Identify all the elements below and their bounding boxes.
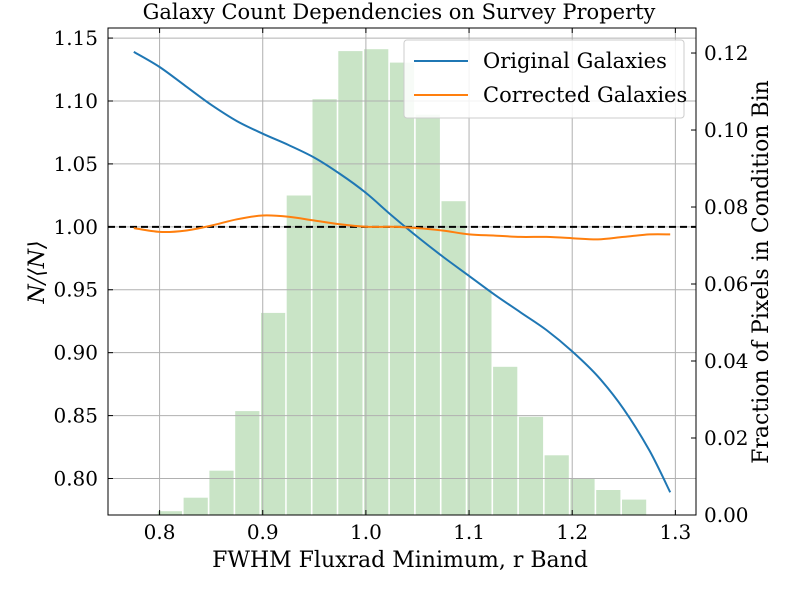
x-tick-label: 0.8 xyxy=(144,520,176,544)
histogram-bar xyxy=(570,478,595,515)
legend-entry-label: Corrected Galaxies xyxy=(483,83,687,107)
x-tick-label: 1.2 xyxy=(556,520,588,544)
y2-tick-label: 0.10 xyxy=(704,118,749,142)
x-tick-label: 1.3 xyxy=(659,520,691,544)
histogram-bar xyxy=(544,455,569,515)
chart-title: Galaxy Count Dependencies on Survey Prop… xyxy=(143,0,656,24)
histogram-bar xyxy=(493,366,518,515)
y2-tick-label: 0.06 xyxy=(704,272,749,296)
y2-axis-label: Fraction of Pixels in Condition Bin xyxy=(749,80,774,464)
y-tick-label: 1.05 xyxy=(53,152,98,176)
histogram-bar xyxy=(209,470,234,515)
legend: Original Galaxies Corrected Galaxies xyxy=(403,39,687,119)
histogram-bar xyxy=(389,62,415,515)
series-line-corrected xyxy=(133,214,671,241)
x-tick-label: 0.9 xyxy=(247,520,279,544)
x-tick-label: 1.0 xyxy=(350,520,382,544)
histogram-bar xyxy=(312,99,337,515)
legend-box xyxy=(403,39,685,119)
y2-tick-label: 0.12 xyxy=(704,41,749,65)
y2-tick-label: 0.08 xyxy=(704,195,749,219)
histogram-bar xyxy=(235,411,260,515)
y-tick-label: 0.95 xyxy=(53,278,98,302)
axes xyxy=(107,27,697,516)
histogram-bar xyxy=(467,289,492,515)
histogram-bar xyxy=(622,499,647,515)
histogram-bar xyxy=(338,51,363,515)
histogram-bar xyxy=(596,490,621,515)
series-group xyxy=(133,51,672,493)
plot-frame xyxy=(107,27,697,516)
y2-tick-label: 0.02 xyxy=(704,426,749,450)
histogram-bar xyxy=(415,114,440,515)
legend-entry-label: Original Galaxies xyxy=(483,49,667,73)
histogram-bar xyxy=(261,312,286,515)
y-tick-label: 1.15 xyxy=(53,26,98,50)
histogram-bar xyxy=(518,416,544,515)
y-tick-label: 0.80 xyxy=(53,467,98,491)
histogram xyxy=(157,49,647,515)
y-tick-label: 0.85 xyxy=(53,404,98,428)
y2-tick-label: 0.04 xyxy=(704,349,749,373)
histogram-bar xyxy=(364,49,389,515)
x-axis-label: FWHM Fluxrad Minimum, r Band xyxy=(212,548,588,573)
tick-labels: 0.8 0.9 1.0 1.1 1.2 1.3 0.80 0.85 0.90 0.95 1.00 1.… xyxy=(53,26,748,544)
y-tick-label: 1.10 xyxy=(53,89,98,113)
histogram-bar xyxy=(157,511,182,515)
y-axis-label: N/⟨N⟩ xyxy=(25,240,50,304)
histogram-bar xyxy=(441,201,466,515)
y-tick-label: 0.90 xyxy=(53,341,98,365)
x-tick-label: 1.1 xyxy=(453,520,485,544)
histogram-bar xyxy=(183,497,208,515)
y-tick-label: 1.00 xyxy=(53,215,98,239)
histogram-bar xyxy=(286,195,311,515)
y2-tick-label: 0.00 xyxy=(704,503,749,527)
